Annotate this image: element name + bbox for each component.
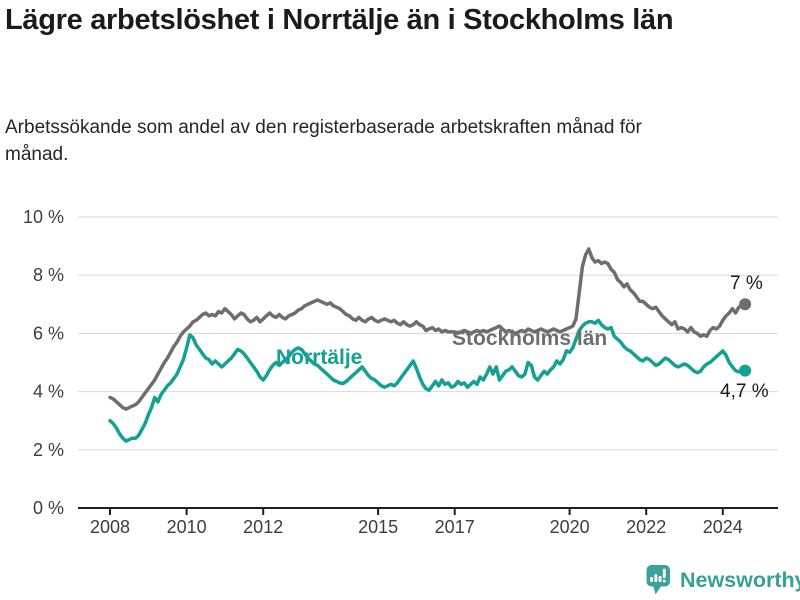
- y-tick-label: 10 %: [23, 207, 64, 227]
- end-value-stockholms-lan: 7 %: [730, 273, 763, 294]
- y-tick-label: 6 %: [33, 323, 64, 343]
- x-tick-label: 2012: [243, 517, 283, 537]
- series-end-dot-stockholms-l-n: [739, 298, 752, 311]
- x-tick-label: 2008: [90, 517, 130, 537]
- newsworthy-logo[interactable]: Newsworthy: [645, 564, 800, 597]
- y-tick-label: 4 %: [33, 382, 64, 402]
- x-tick-label: 2024: [703, 517, 743, 537]
- x-tick-label: 2020: [550, 517, 590, 537]
- y-tick-label: 0 %: [33, 498, 64, 518]
- y-tick-label: 8 %: [33, 265, 64, 285]
- newsworthy-wordmark: Newsworthy: [680, 567, 800, 592]
- y-tick-label: 2 %: [33, 440, 64, 460]
- x-tick-label: 2010: [167, 517, 207, 537]
- x-tick-label: 2017: [435, 517, 475, 537]
- end-value-norrtalje: 4,7 %: [720, 381, 769, 402]
- series-line-norrt-lje: [108, 318, 747, 443]
- series-label-norrtalje: Norrtälje: [276, 346, 363, 369]
- series-end-dot-norrt-lje: [739, 364, 752, 377]
- x-tick-label: 2015: [358, 517, 398, 537]
- series-label-stockholms-lan: Stockholms län: [452, 327, 608, 350]
- newsworthy-bubble-chart-icon: [646, 565, 670, 595]
- x-tick-label: 2022: [626, 517, 666, 537]
- chart-title: Lägre arbetslöshet i Norrtälje än i Stoc…: [5, 4, 674, 36]
- series-line-stockholms-l-n: [108, 247, 747, 411]
- chart-subtitle: Arbetssökande som andel av den registerb…: [5, 117, 642, 165]
